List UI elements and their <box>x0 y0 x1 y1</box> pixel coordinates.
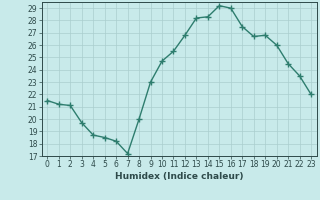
X-axis label: Humidex (Indice chaleur): Humidex (Indice chaleur) <box>115 172 244 181</box>
